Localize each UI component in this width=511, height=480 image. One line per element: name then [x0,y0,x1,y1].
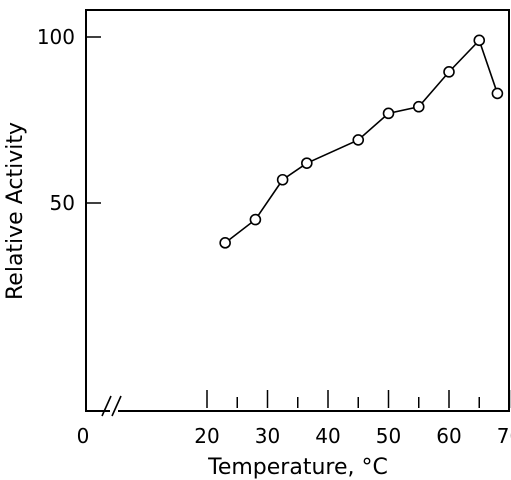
x-tick-label: 20 [194,424,219,448]
x-axis-break-mark [101,395,112,417]
y-axis-tick-labels: 50 100 [37,25,75,215]
y-tick-label: 100 [37,25,75,49]
x-tick-label: 30 [255,424,280,448]
data-point-marker [473,34,486,47]
data-point-marker [219,237,231,249]
data-point-marker [443,66,455,78]
x-axis-title: Temperature, °C [207,455,388,480]
y-axis-ticks [86,36,101,204]
x-tick-label: 60 [436,424,461,448]
x-axis-ticks [206,390,511,408]
x-axis-break-mark [111,395,122,417]
data-point-marker [352,134,365,146]
x-axis-tick-labels: 0 20 30 40 50 60 70 [77,424,511,448]
data-point-marker [249,213,262,226]
y-tick-label: 50 [50,191,75,215]
data-point-marker [382,107,395,120]
y-axis-title: Relative Activity [3,122,28,300]
data-point-marker [301,157,313,169]
x-tick-label: 70 [497,424,511,448]
data-point-marker [412,100,425,113]
data-point-marker [276,173,289,186]
series-group [219,34,504,249]
x-tick-label: 50 [376,424,401,448]
x-tick-label: 40 [315,424,340,448]
data-point-marker [491,87,504,100]
series-line [224,38,499,244]
x-tick-label: 0 [77,424,90,448]
